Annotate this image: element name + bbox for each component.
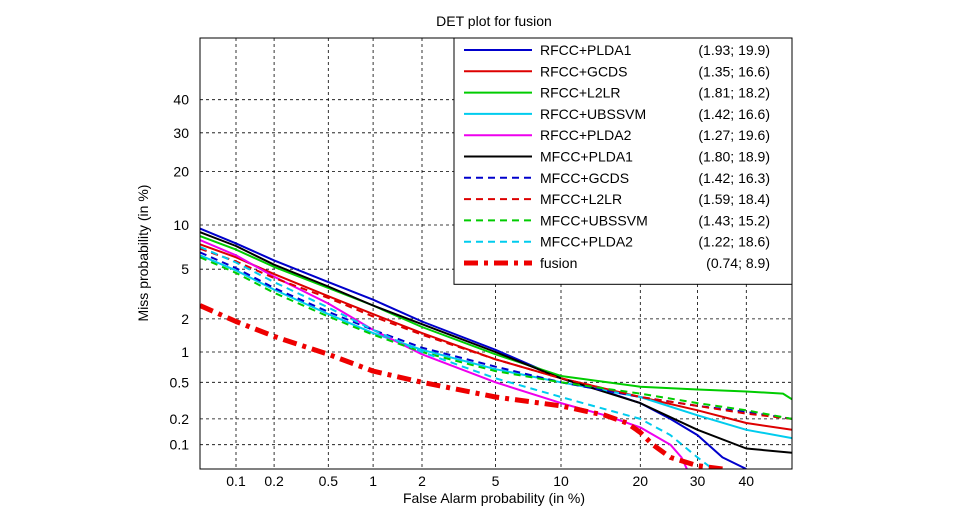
legend-label: MFCC+GCDS [540,170,629,186]
y-tick-label: 0.1 [170,437,190,453]
legend-box [453,37,793,285]
legend-label: MFCC+PLDA1 [540,149,633,165]
legend-value: (1.80; 18.9) [698,149,770,165]
x-tick-label: 40 [739,473,755,489]
legend-label: MFCC+L2LR [540,191,622,207]
series-line-mfcc-plda1 [200,231,792,454]
y-tick-label: 0.2 [170,411,190,427]
y-tick-label: 10 [173,217,189,233]
series-line-rfcc-plda2 [200,239,688,469]
x-tick-label: 1 [369,473,377,489]
legend-value: (1.42; 16.3) [698,170,770,186]
series-line-mfcc-l2lr [200,247,792,420]
y-tick-label: 5 [181,261,189,277]
series-lines [200,227,792,469]
legend: RFCC+PLDA1 (1.93; 19.9) RFCC+GCDS (1.35; 16… [453,37,793,285]
legend-label: RFCC+L2LR [540,85,621,101]
y-tick-label: 2 [181,311,189,327]
y-axis-label: Miss probability (in %) [135,185,151,322]
legend-value: (1.42; 16.6) [698,106,770,122]
x-tick-label: 30 [690,473,706,489]
y-tick-label: 20 [173,163,189,179]
legend-label: MFCC+PLDA2 [540,234,633,250]
series-line-fusion [200,303,723,469]
y-tick-label: 30 [173,125,189,141]
legend-value: (1.27; 19.6) [698,127,770,143]
x-tick-labels: 0.1 0.2 0.5 1 2 5 10 20 30 40 [226,473,754,489]
legend-label: RFCC+UBSSVM [540,106,646,122]
x-tick-label: 10 [553,473,569,489]
legend-value: (1.93; 19.9) [698,42,770,58]
series-line-rfcc-ubssvm [200,254,792,440]
legend-value: (1.59; 18.4) [698,191,770,207]
legend-value: (1.43; 15.2) [698,212,770,228]
x-tick-label: 0.5 [319,473,339,489]
x-tick-label: 20 [633,473,649,489]
x-tick-label: 2 [418,473,426,489]
legend-label: MFCC+UBSSVM [540,212,648,228]
y-tick-label: 0.5 [170,374,190,390]
x-tick-label: 5 [492,473,500,489]
x-axis-label: False Alarm probability (in %) [403,490,585,506]
x-tick-label: 0.2 [264,473,284,489]
series-line-mfcc-plda2 [200,245,714,469]
y-tick-label: 40 [173,92,189,108]
legend-label: RFCC+PLDA1 [540,42,632,58]
y-tick-label: 1 [181,344,189,360]
chart-title: DET plot for fusion [436,13,552,29]
series-line-mfcc-ubssvm [200,256,792,420]
legend-value: (1.22; 18.6) [698,234,770,250]
legend-label: RFCC+PLDA2 [540,127,632,143]
x-tick-label: 0.1 [226,473,246,489]
series-line-rfcc-plda1 [200,227,747,469]
legend-label: fusion [540,255,577,271]
legend-label: RFCC+GCDS [540,63,628,79]
legend-value: (1.81; 18.2) [698,85,770,101]
y-tick-labels: 0.1 0.2 0.5 1 2 5 10 20 30 40 [170,92,190,453]
legend-value: (0.74; 8.9) [706,255,770,271]
legend-value: (1.35; 16.6) [698,63,770,79]
series-line-rfcc-l2lr [200,235,792,401]
